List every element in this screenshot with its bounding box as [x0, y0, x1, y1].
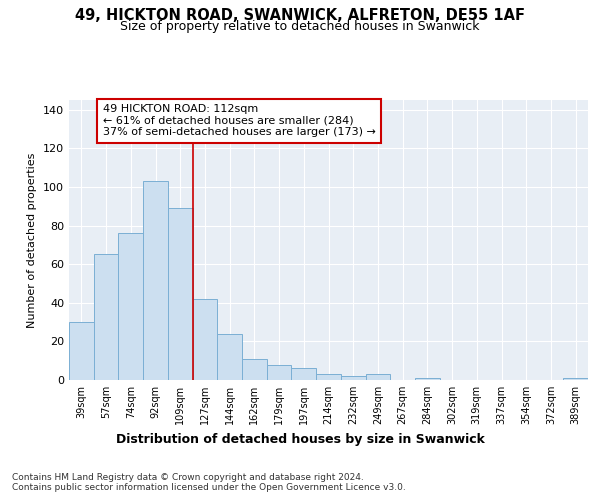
Bar	[193, 299, 217, 380]
Bar	[168, 208, 193, 380]
Bar	[365, 374, 390, 380]
Text: Contains public sector information licensed under the Open Government Licence v3: Contains public sector information licen…	[12, 484, 406, 492]
Bar	[143, 181, 168, 380]
Bar	[217, 334, 242, 380]
Text: 49, HICKTON ROAD, SWANWICK, ALFRETON, DE55 1AF: 49, HICKTON ROAD, SWANWICK, ALFRETON, DE…	[75, 8, 525, 22]
Bar	[415, 378, 440, 380]
Text: 49 HICKTON ROAD: 112sqm
← 61% of detached houses are smaller (284)
37% of semi-d: 49 HICKTON ROAD: 112sqm ← 61% of detache…	[103, 104, 376, 138]
Bar	[563, 378, 588, 380]
Bar	[242, 359, 267, 380]
Bar	[316, 374, 341, 380]
Text: Distribution of detached houses by size in Swanwick: Distribution of detached houses by size …	[116, 432, 484, 446]
Bar	[267, 364, 292, 380]
Bar	[292, 368, 316, 380]
Bar	[118, 233, 143, 380]
Bar	[69, 322, 94, 380]
Bar	[341, 376, 365, 380]
Text: Size of property relative to detached houses in Swanwick: Size of property relative to detached ho…	[120, 20, 480, 33]
Y-axis label: Number of detached properties: Number of detached properties	[28, 152, 37, 328]
Bar	[94, 254, 118, 380]
Text: Contains HM Land Registry data © Crown copyright and database right 2024.: Contains HM Land Registry data © Crown c…	[12, 472, 364, 482]
